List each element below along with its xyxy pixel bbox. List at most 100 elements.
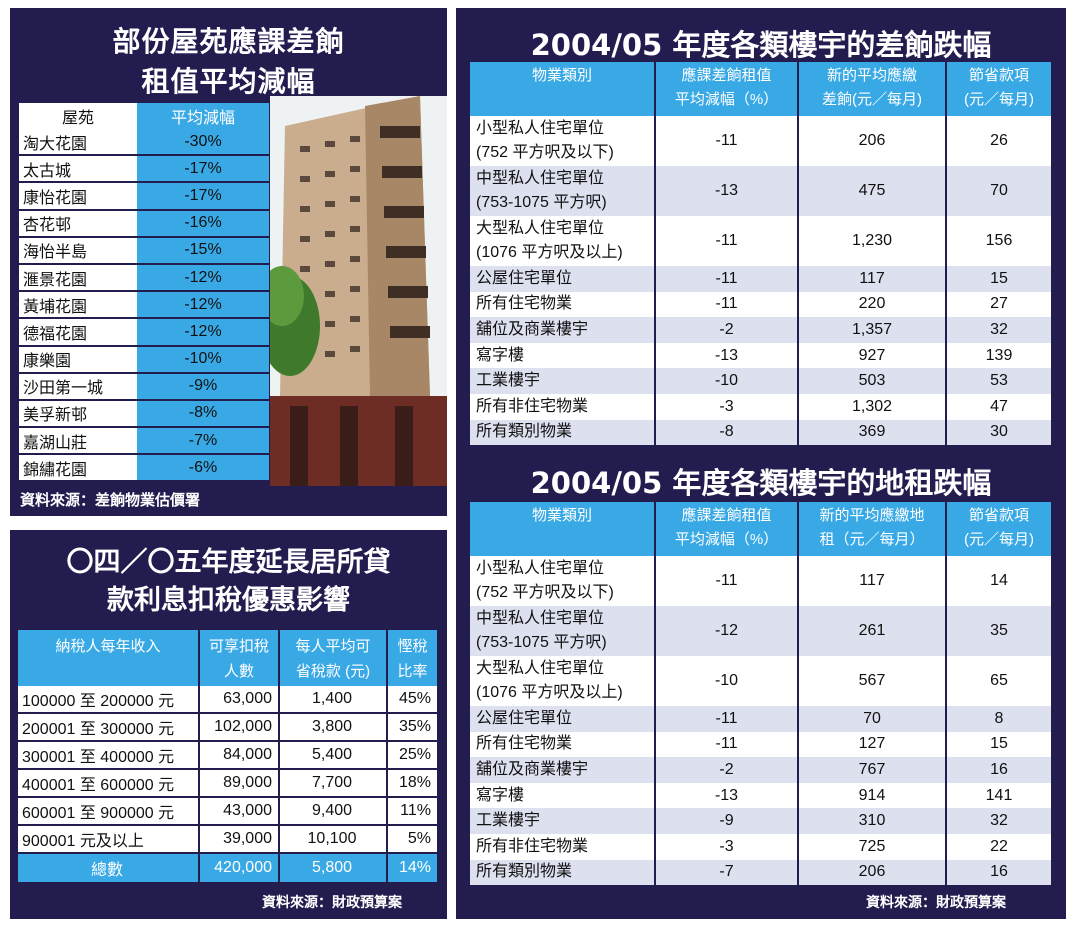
ground-rent-value: 15 [947,731,1053,758]
table-row: 滙景花園 -12% [19,264,269,293]
rates-category-line: 小型私人住宅單位 [476,120,605,137]
tax-header-line: 省稅款 (元) [295,663,371,680]
tax-cell: 89,000 [200,770,280,798]
estate-name: 太古城 [19,156,137,184]
ground-rent-value: 914 [799,782,947,809]
ground-rent-value: -3 [656,833,799,860]
tax-cell: 18% [388,770,439,798]
rates-category-line: 所有住宅物業 [476,295,573,313]
rates-value: 206 [799,116,947,166]
tax-header-cell: 可享扣稅 人數 [200,630,280,686]
rates-category-line: 工業樓宇 [476,372,541,390]
rates-category: 寫字樓 [470,342,656,369]
ground-rent-value: -12 [656,606,799,656]
ground-rent-category: 所有住宅物業 [470,731,656,758]
rates-category-line: 寫字樓 [476,346,525,364]
estates-title-line2: 租值平均減幅 [141,65,316,98]
ground-rent-value: 16 [947,859,1053,886]
table-row: 200001 至 300000 元 102,000 3,800 35% [18,714,439,742]
estates-header-drop: 平均減幅 [137,103,269,129]
ground-rent-value: -11 [656,706,799,732]
table-row: 所有住宅物業 -11 220 27 [470,291,1053,318]
estate-drop: -30% [137,129,269,157]
estate-name: 康樂園 [19,346,137,374]
tax-panel: 〇四／〇五年度延長居所貸 款利息扣稅優惠影響 納稅人每年收入 可享扣稅 人數 每人平均… [10,530,447,919]
rates-value: 32 [947,317,1053,343]
estate-drop: -12% [137,319,269,347]
tax-header-line: 納稅人每年收入 [55,638,161,655]
rates-value: 26 [947,116,1053,166]
tax-header-cell: 納稅人每年收入 [18,630,200,686]
ground-rent-category-line: 工業樓宇 [476,812,541,830]
table-row: 小型私人住宅單位 (752 平方呎及以下) -11 206 26 [470,116,1053,166]
tax-header-line: 比率 [397,663,428,680]
rates-value: 927 [799,342,947,369]
ground-rent-category: 小型私人住宅單位 (752 平方呎及以下) [470,556,656,606]
rates-header-line: 物業類別 [531,67,592,84]
ground-rent-value: 567 [799,656,947,706]
tax-title-line2: 款利息扣稅優惠影響 [107,585,350,616]
estates-panel: 部份屋苑應課差餉 租值平均減幅 屋苑 平均減幅 淘大花園 -30% 太古城 -17% 康… [10,8,447,516]
tax-table: 納稅人每年收入 可享扣稅 人數 每人平均可 省稅款 (元) 慳稅比率 100000 至 2… [18,630,439,882]
ground-rent-header-line: 物業類別 [531,507,592,524]
ground-rent-category-line: 所有住宅物業 [476,735,573,753]
rates-category: 小型私人住宅單位 (752 平方呎及以下) [470,116,656,166]
tax-total-cell: 總數 [18,854,200,882]
ground-rent-value: 70 [799,706,947,732]
tax-cell: 102,000 [200,714,280,742]
tax-total-cell: 5,800 [280,854,388,882]
rates-header-line: 新的平均應繳 [826,67,917,84]
ground-rent-value: 117 [799,556,947,606]
rates-header-cell: 物業類別 [470,62,656,116]
table-row: 黃埔花園 -12% [19,292,269,320]
table-row: 公屋住宅單位 -11 117 15 [470,266,1053,292]
table-row: 康樂園 -10% [19,346,269,374]
rates-header-line: 應課差餉租值 [681,67,772,84]
rates-value: 139 [947,342,1053,369]
rates-value: -11 [656,266,799,292]
ground-rent-category-line: 大型私人住宅單位 [476,660,605,677]
rates-category: 中型私人住宅單位 (753-1075 平方呎) [470,166,656,216]
ground-rent-category-line: 所有類別物業 [476,863,573,881]
table-row: 工業樓宇 -9 310 32 [470,808,1053,834]
ground-rent-header-line: 新的平均應繳地 [819,507,925,524]
ground-rent-value: 35 [947,606,1053,656]
table-row: 海怡半島 -15% [19,237,269,265]
tax-cell: 84,000 [200,742,280,770]
rates-panel: 2004/05 年度各類樓宇的差餉跌幅 物業類別 應課差餉租值 平均減幅（%） 新的平… [456,8,1066,450]
ground-rent-category-line: (752 平方呎及以下) [476,584,614,601]
tax-header-line: 慳稅 [397,638,428,655]
ground-rent-header-line: (元／每月) [964,531,1034,548]
table-row: 100000 至 200000 元 63,000 1,400 45% [18,686,439,714]
table-row: 大型私人住宅單位 (1076 平方呎及以上) -10 567 65 [470,656,1053,706]
tax-total-cell: 420,000 [200,854,280,882]
ground-rent-value: 22 [947,833,1053,860]
estate-drop: -16% [137,210,269,238]
estate-name: 康怡花園 [19,183,137,211]
ground-rent-header-line: 節省款項 [968,507,1029,524]
table-row: 康怡花園 -17% [19,183,269,211]
table-row: 寫字樓 -13 927 139 [470,342,1053,369]
estate-name: 淘大花園 [19,129,137,157]
ground-rent-value: -7 [656,859,799,886]
ground-rent-header-line: 租（元／每月） [819,531,925,548]
ground-rent-table: 物業類別 應課差餉租值 平均減幅（%） 新的平均應繳地 租（元／每月） 節省款項 (元／每月… [470,502,1053,886]
tax-total-row: 總數 420,000 5,800 14% [18,854,439,882]
rates-category: 所有住宅物業 [470,291,656,318]
tax-cell: 900001 元及以上 [18,826,200,854]
estate-drop: -7% [137,428,269,456]
tax-cell: 25% [388,742,439,770]
tax-header-cell: 每人平均可 省稅款 (元) [280,630,388,686]
table-row: 600001 至 900000 元 43,000 9,400 11% [18,798,439,826]
ground-rent-category-line: (1076 平方呎及以上) [476,684,623,701]
tax-cell: 11% [388,798,439,826]
ground-rent-panel: 2004/05 年度各類樓宇的地租跌幅 物業類別 應課差餉租值 平均減幅（%） 新的平… [456,450,1066,919]
rates-value: -13 [656,166,799,216]
rates-value: 156 [947,216,1053,266]
tax-cell: 100000 至 200000 元 [18,686,200,714]
rates-value: -8 [656,419,799,446]
table-row: 工業樓宇 -10 503 53 [470,368,1053,394]
rates-title: 2004/05 年度各類樓宇的差餉跌幅 [530,28,992,62]
rates-header-line: 差餉(元／每月) [822,91,922,108]
estate-name: 錦繡花園 [19,455,137,483]
